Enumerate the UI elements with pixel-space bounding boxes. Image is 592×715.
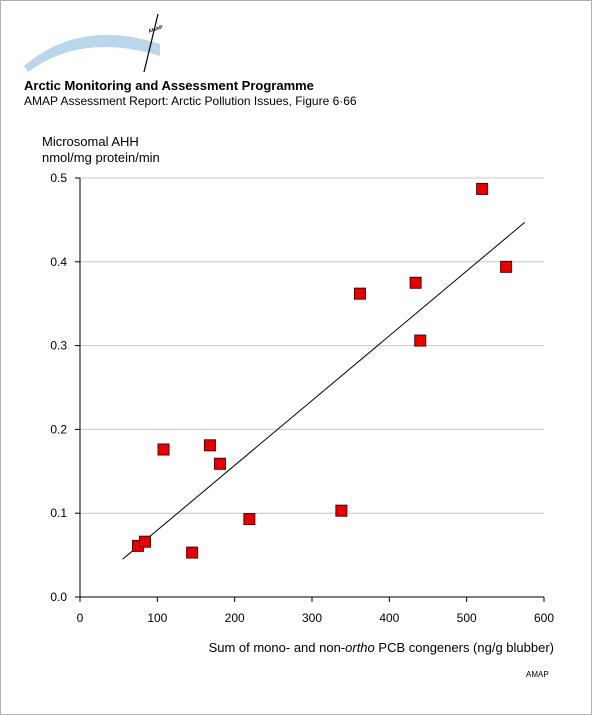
y-axis-title-line1: Microsomal AHH: [42, 134, 139, 149]
data-points: [132, 182, 513, 559]
x-tick-label: 600: [534, 611, 554, 625]
x-tick-label: 0: [77, 611, 84, 625]
data-point: [335, 504, 348, 517]
x-tick-label: 100: [147, 611, 167, 625]
data-point: [186, 546, 199, 559]
x-tick-label: 400: [379, 611, 399, 625]
gridlines: [80, 177, 544, 514]
data-point: [409, 276, 422, 289]
x-tick-label: 200: [225, 611, 245, 625]
data-point: [414, 334, 427, 347]
trend-line: [122, 222, 525, 560]
data-point: [476, 182, 489, 195]
logo-slash-icon: [143, 13, 159, 73]
data-point: [138, 535, 151, 548]
axes: [75, 177, 545, 602]
data-point: [213, 457, 226, 470]
x-axis-title-part3: PCB congeners (ng/g blubber): [375, 640, 554, 655]
y-tick-label: 0.5: [50, 171, 67, 185]
x-tick-label: 500: [457, 611, 477, 625]
y-tick-label: 0.2: [50, 422, 67, 436]
y-tick-labels: 0.0 0.1 0.2 0.3 0.4 0.5: [50, 171, 67, 604]
y-tick-label: 0.3: [50, 339, 67, 353]
logo-arc-icon: [24, 34, 160, 72]
data-point: [500, 260, 513, 273]
amap-logo: [24, 13, 160, 73]
y-tick-label: 0.0: [50, 590, 67, 604]
footer-credit: AMAP: [526, 670, 549, 679]
data-point: [353, 287, 366, 300]
x-axis-title-part1: Sum of mono- and non-: [209, 640, 346, 655]
data-point: [157, 443, 170, 456]
y-axis-title-line2: nmol/mg protein/min: [42, 150, 160, 165]
y-tick-label: 0.4: [50, 255, 67, 269]
data-point: [243, 513, 256, 526]
y-tick-label: 0.1: [50, 506, 67, 520]
report-caption: AMAP Assessment Report: Arctic Pollution…: [24, 94, 357, 108]
x-axis-title: Sum of mono- and non-ortho PCB congeners…: [209, 640, 554, 655]
x-axis-title-ortho: ortho: [345, 640, 375, 655]
data-point: [203, 439, 216, 452]
x-tick-label: 300: [302, 611, 322, 625]
x-tick-labels: 0 100 200 300 400 500 600: [77, 611, 555, 625]
organization-name: Arctic Monitoring and Assessment Program…: [24, 78, 314, 93]
